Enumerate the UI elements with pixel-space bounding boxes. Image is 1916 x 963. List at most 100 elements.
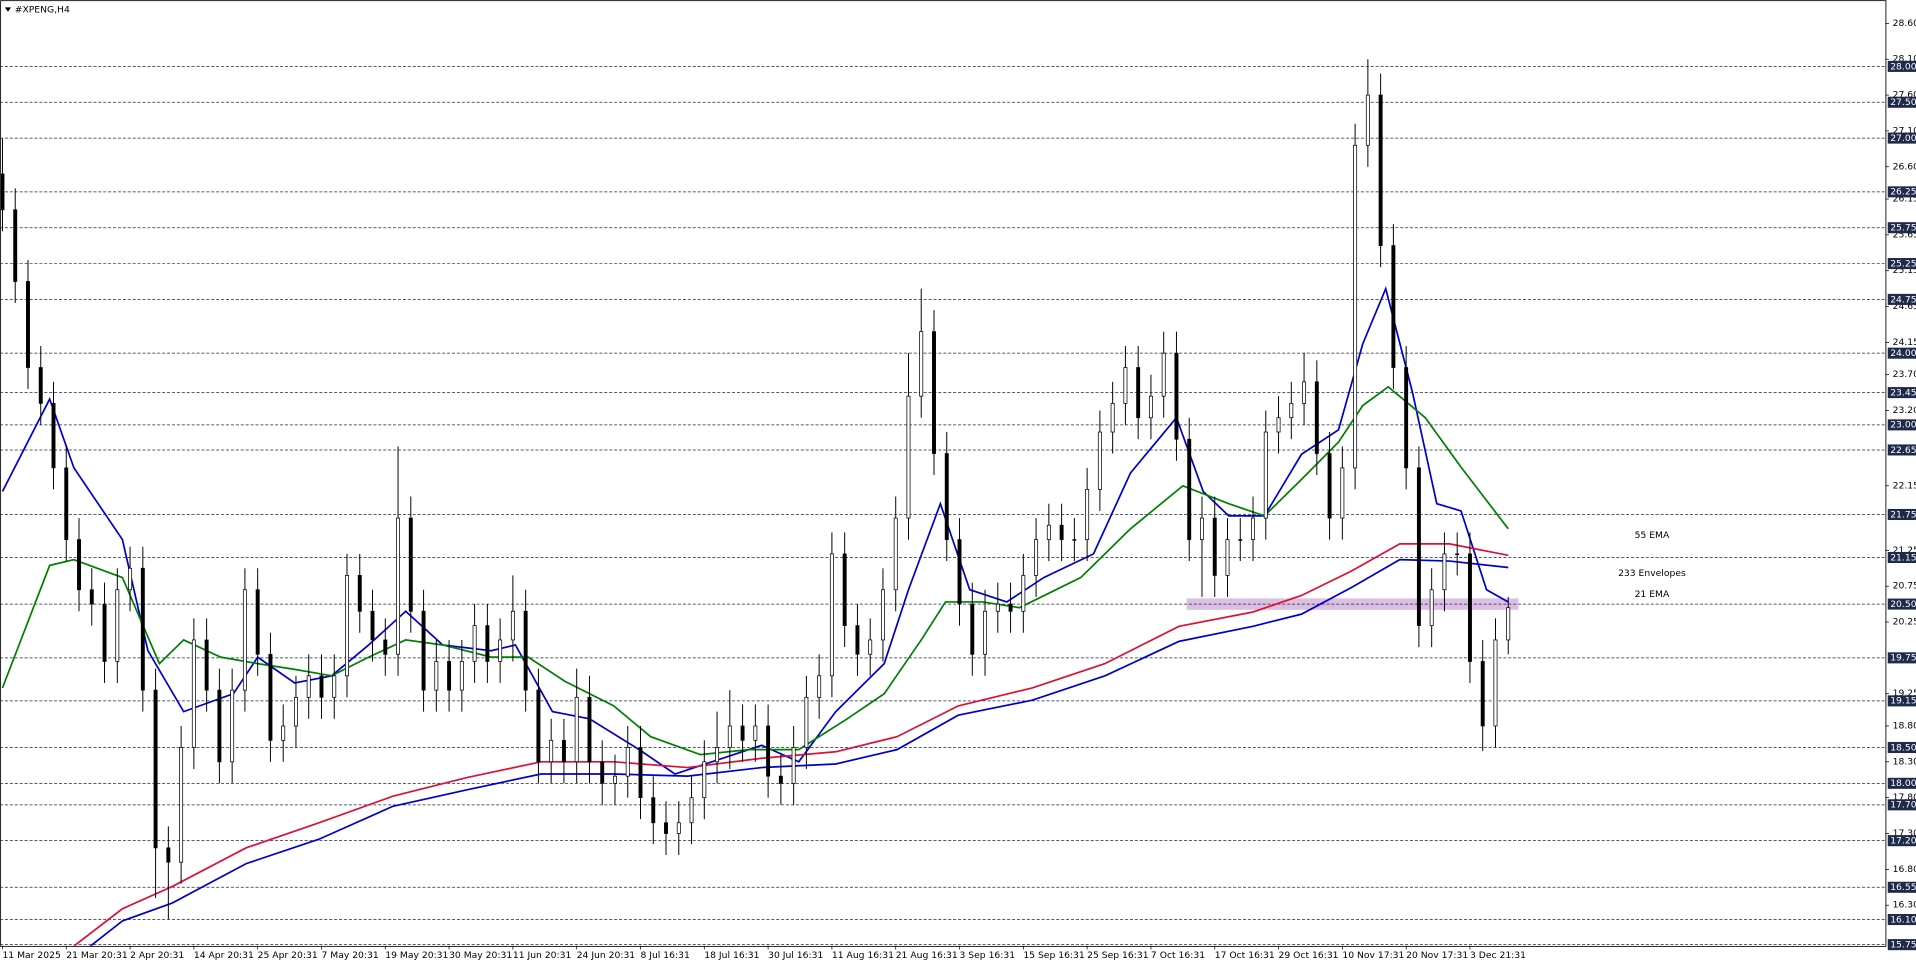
y-tick-label: 19.25: [1893, 688, 1916, 699]
level-label-box: [1887, 258, 1916, 270]
candle-body: [983, 610, 988, 655]
candle-body: [715, 747, 720, 763]
y-tick-label: 26.15: [1893, 194, 1916, 205]
y-tick-label: 26.60: [1893, 161, 1916, 172]
level-label: 25.25: [1890, 258, 1916, 269]
x-tick-label: 30 May 20:31: [449, 950, 512, 961]
y-tick-label: 20.75: [1893, 581, 1916, 592]
candle-body: [906, 395, 911, 519]
candle-body: [1404, 367, 1409, 469]
candle-body: [1034, 539, 1039, 576]
candle-body: [1187, 438, 1192, 540]
candle-body: [472, 625, 477, 662]
x-tick-label: 11 Jun 20:31: [513, 950, 571, 961]
candle-body: [1327, 453, 1332, 519]
menu-triangle: [4, 7, 12, 12]
candle-body: [676, 822, 681, 834]
candle-body: [1302, 381, 1307, 404]
candle-body: [1110, 402, 1115, 433]
candle-body: [919, 331, 924, 397]
candle-body: [549, 739, 554, 763]
candle-body: [396, 517, 401, 655]
candle-body: [1021, 575, 1026, 612]
indicator-label: 233 Envelopes: [1618, 568, 1686, 579]
level-label-box: [1887, 551, 1916, 564]
candle-body: [778, 775, 783, 784]
x-tick-label: 21 Aug 16:31: [896, 950, 958, 961]
candle-body: [370, 610, 375, 641]
level-label-box: [1887, 347, 1916, 359]
level-label-box: [1887, 652, 1916, 664]
x-tick-label: 19 May 20:31: [385, 950, 448, 961]
candle-body: [1276, 417, 1281, 433]
candle-body: [408, 517, 413, 612]
indicator-label: 21 EMA: [1635, 589, 1670, 600]
candle-body: [268, 653, 273, 741]
x-tick-label: 14 Apr 20:31: [194, 950, 254, 961]
level-label: 16.10: [1890, 914, 1916, 925]
candle-body: [447, 661, 452, 691]
candle-body: [242, 589, 247, 691]
level-label-box: [1887, 186, 1916, 198]
candle-body: [727, 725, 732, 748]
candle-body: [1429, 589, 1434, 626]
candle-body: [1123, 367, 1128, 404]
candle-body: [574, 696, 579, 763]
candle-body: [434, 661, 439, 691]
candle-body: [1289, 402, 1294, 419]
candle-body: [332, 675, 337, 698]
x-tick-label: 17 Oct 16:31: [1215, 950, 1275, 961]
level-label-box: [1887, 508, 1916, 521]
y-tick-label: 16.30: [1893, 900, 1916, 911]
candle-body: [230, 689, 235, 763]
candle-body: [293, 696, 298, 727]
x-tick-label: 15 Sep 16:31: [1023, 950, 1084, 961]
level-label-box: [1887, 387, 1916, 399]
candle-body: [1506, 607, 1511, 641]
candle-body: [1480, 661, 1485, 727]
candle-body: [1046, 524, 1051, 540]
candle-body: [689, 797, 694, 824]
level-label-box: [1887, 835, 1916, 847]
candle-body: [1136, 367, 1141, 419]
indicator-line-lower: [89, 558, 1509, 946]
level-label: 25.75: [1890, 223, 1916, 234]
candle-body: [1442, 553, 1447, 591]
candle-body: [319, 675, 324, 698]
candle-body: [0, 173, 5, 211]
x-tick-label: 29 Oct 16:31: [1279, 950, 1339, 961]
candle-body: [944, 453, 949, 540]
candle-body: [255, 589, 260, 655]
candle-body: [536, 689, 541, 763]
candle-body: [64, 467, 69, 540]
level-label: 15.75: [1890, 940, 1916, 951]
candle-body: [1340, 467, 1345, 519]
candle-body: [702, 761, 707, 799]
candle-body: [766, 725, 771, 777]
candle-body: [817, 675, 822, 698]
level-label-box: [1887, 598, 1916, 610]
candle-body: [485, 625, 490, 662]
candle-body: [868, 639, 873, 655]
level-label: 19.75: [1890, 653, 1916, 664]
level-label: 23.45: [1890, 387, 1916, 398]
candle-body: [587, 696, 592, 763]
candle-body: [1059, 524, 1064, 540]
candle-body: [804, 696, 809, 748]
candle-body: [1200, 517, 1204, 540]
candle-body: [102, 603, 107, 662]
candle-body: [38, 367, 43, 404]
y-tick-label: 27.10: [1893, 125, 1916, 136]
candle-body: [740, 725, 745, 741]
level-label-box: [1887, 444, 1916, 456]
candle-body: [179, 747, 184, 863]
candle-body: [880, 589, 885, 641]
y-tick-label: 25.65: [1893, 229, 1916, 240]
y-tick-label: 24.15: [1893, 337, 1916, 348]
level-label: 22.65: [1890, 445, 1916, 456]
level-label: 24.00: [1890, 348, 1916, 359]
candle-body: [1467, 553, 1472, 662]
candle-body: [1008, 603, 1013, 612]
level-label: 16.55: [1890, 882, 1916, 893]
candle-body: [1314, 381, 1319, 454]
